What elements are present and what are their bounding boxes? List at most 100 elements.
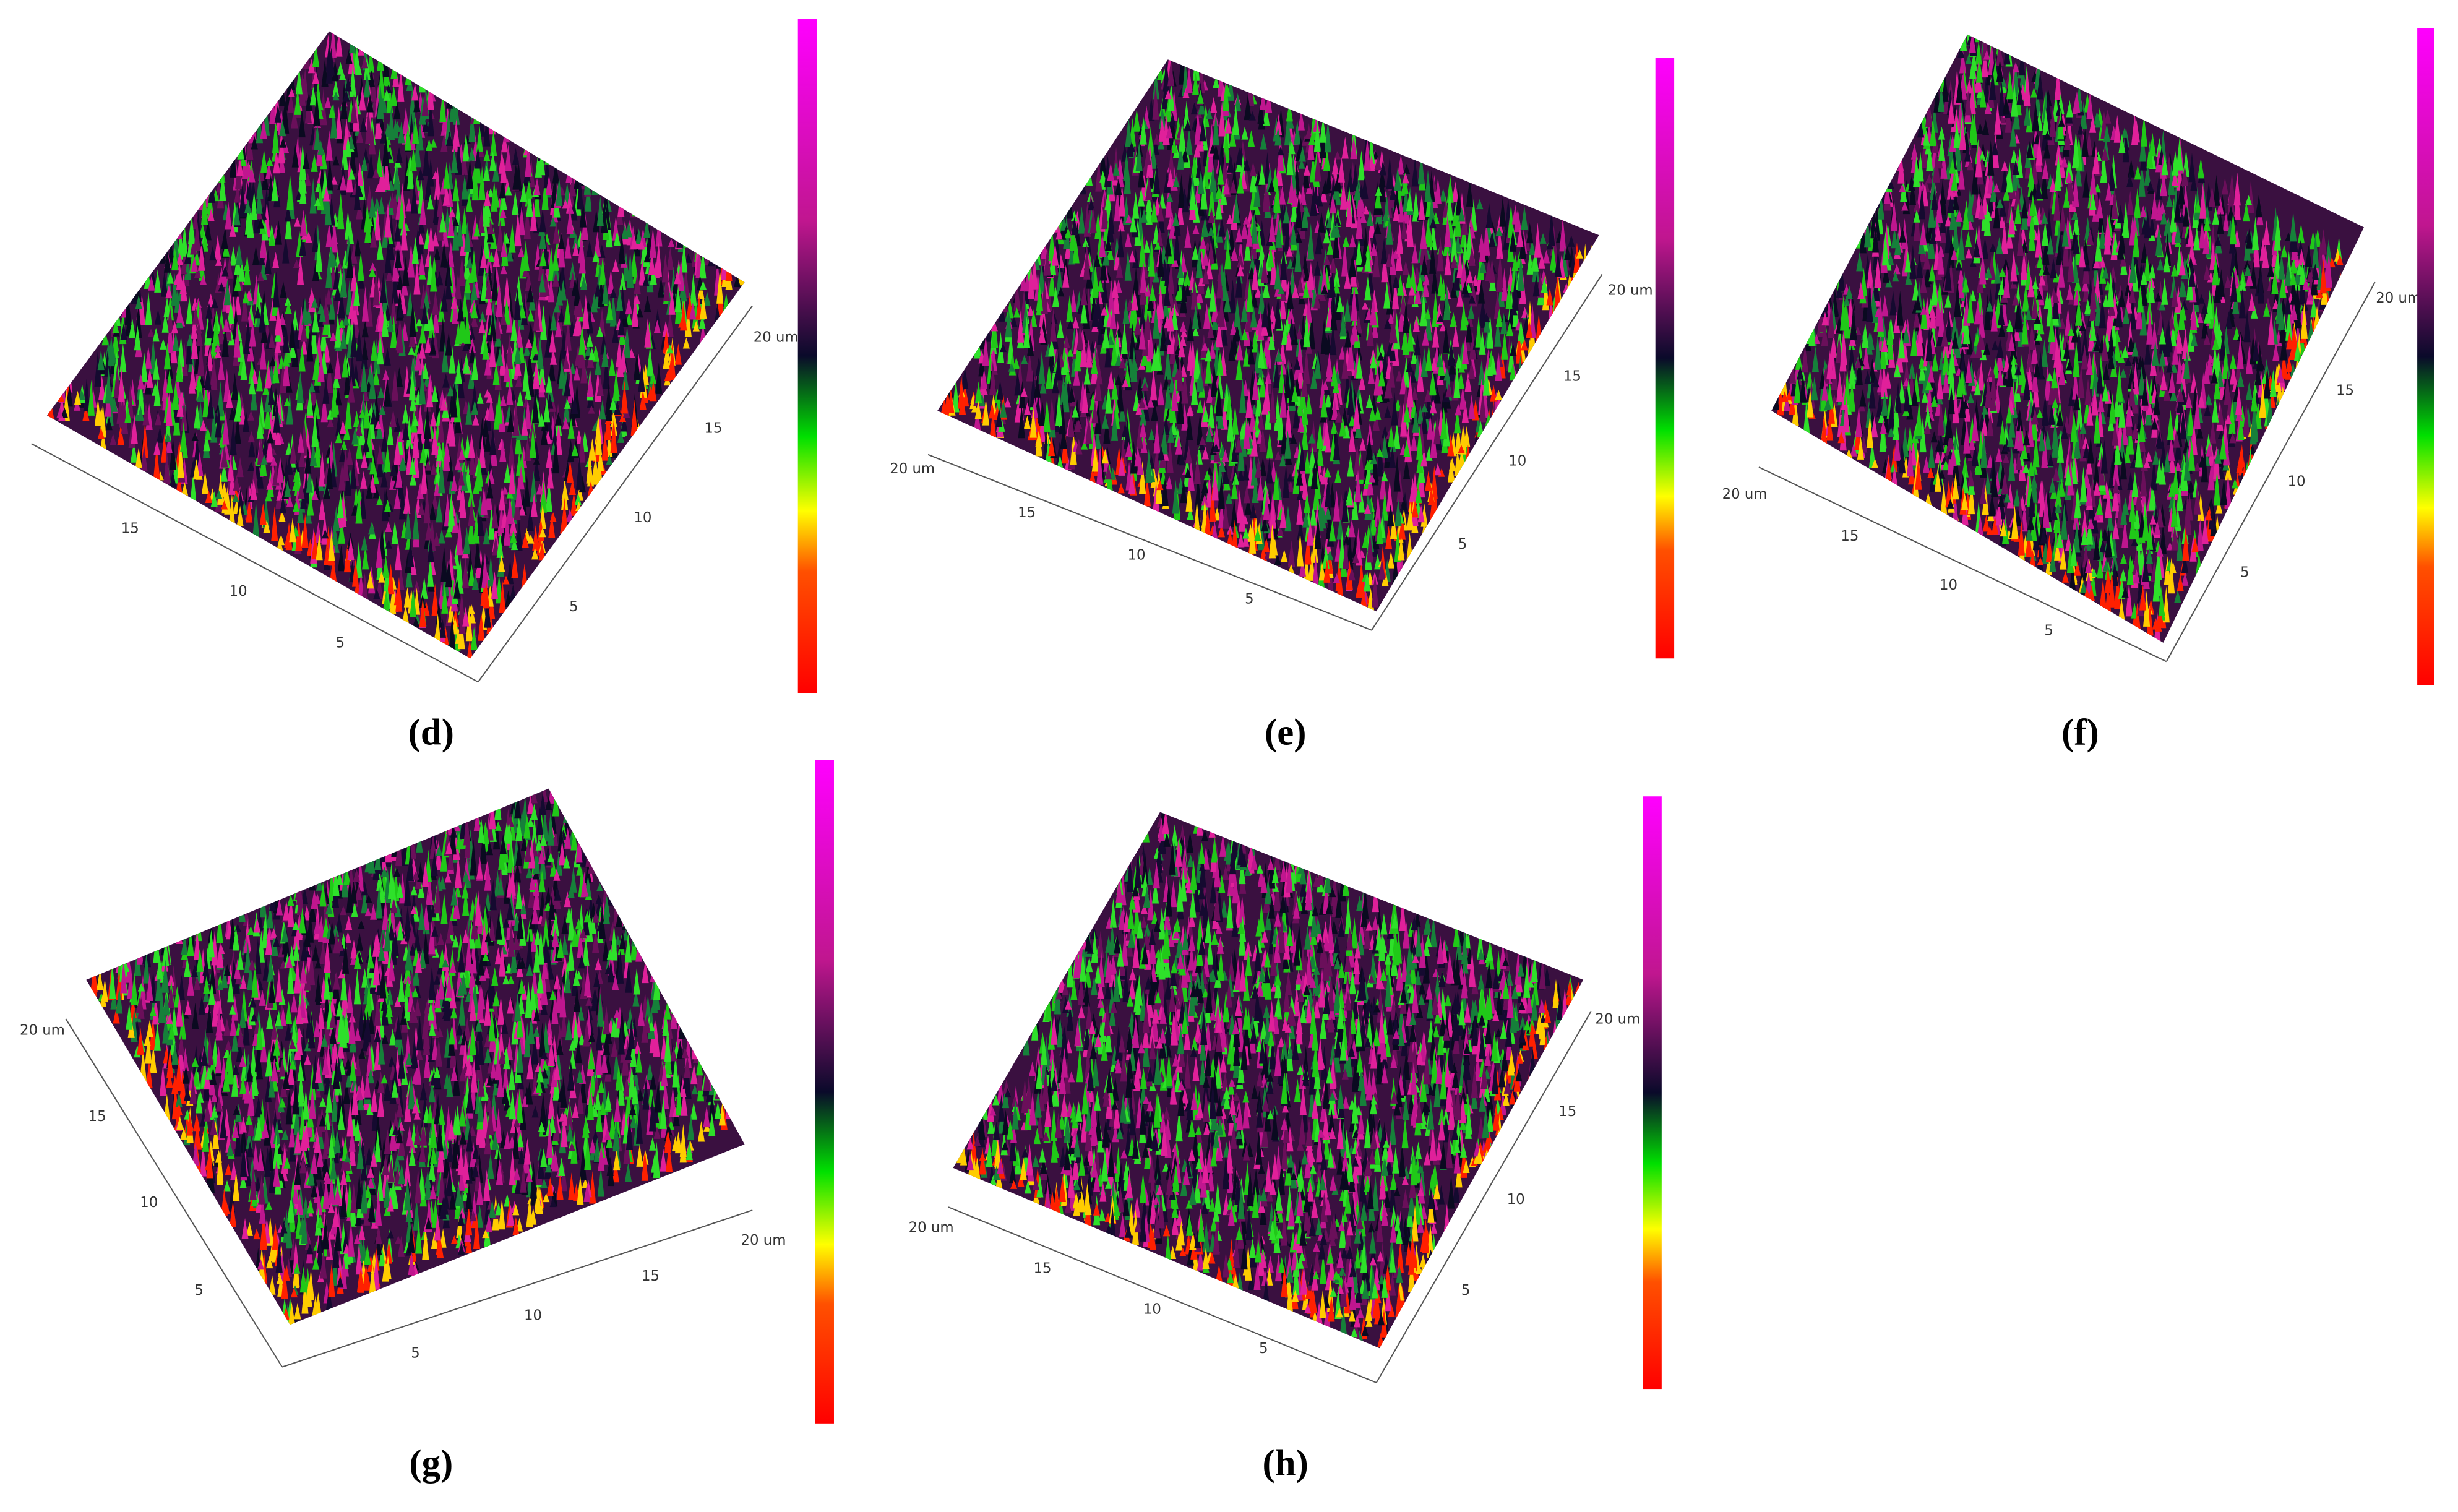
surface-spike (1104, 337, 1112, 368)
surface-spike (305, 92, 312, 111)
surface-spike (234, 273, 241, 291)
surface-spike (488, 252, 496, 263)
surface-spike (1157, 285, 1164, 319)
surface-spike (596, 196, 604, 226)
surface-spike (355, 492, 363, 524)
surface-spike (526, 354, 533, 376)
surface-spike (1256, 317, 1263, 329)
surface-spike (160, 338, 167, 350)
surface-spike (289, 517, 296, 543)
surface-spike (601, 431, 609, 461)
surface-spike (387, 315, 394, 333)
surface-spike (264, 388, 272, 413)
surface-spike (481, 552, 489, 588)
surface-spike (205, 303, 213, 319)
surface-spike (335, 388, 342, 406)
surface-spike (1180, 329, 1188, 338)
surface-spike (1091, 301, 1099, 327)
surface-spike (599, 257, 606, 285)
surface-spike (260, 149, 268, 173)
surface-spike (1422, 278, 1430, 298)
surface-spike (1078, 206, 1085, 234)
surface-spike (480, 248, 488, 268)
surface-spike (1014, 402, 1021, 423)
surface-spike (1089, 341, 1096, 353)
surface-spike (368, 522, 376, 535)
tick-label: 10 (634, 510, 651, 526)
surface-spike (1553, 274, 1561, 311)
surface-spike (298, 344, 306, 372)
surface-spike (472, 414, 479, 426)
surface-spike (1180, 281, 1187, 314)
surface-spike (303, 39, 311, 69)
surface-spike (1231, 499, 1238, 527)
surface-spike (1393, 185, 1401, 214)
surface-spike (1420, 254, 1428, 275)
surface-spike (522, 240, 530, 272)
surface-spike (266, 478, 273, 490)
surface-spike (345, 393, 352, 429)
surface-spike (369, 267, 376, 277)
surface-spike (1361, 176, 1369, 199)
surface-spike (578, 325, 586, 355)
surface-spike (1023, 415, 1031, 429)
tick-label: 20 um (754, 329, 799, 345)
surface-spike (638, 239, 645, 250)
surface-spike (1145, 175, 1153, 200)
surface-spike (508, 437, 515, 469)
surface-spike (689, 302, 697, 320)
surface-spike (1322, 544, 1330, 569)
surface-spike (137, 374, 145, 390)
surface-spike (1367, 365, 1375, 384)
surface-spike (483, 149, 491, 162)
surface-spike (390, 410, 397, 428)
surface-spike (376, 443, 384, 465)
surface-spike (147, 329, 155, 337)
surface-spike (483, 223, 490, 259)
surface-spike (1255, 385, 1263, 417)
surface-spike (1339, 178, 1347, 210)
surface-spike (515, 325, 523, 348)
surface-spike (221, 445, 228, 468)
surface-spike (1325, 473, 1332, 507)
surface-spike (286, 392, 293, 425)
surface-spike (1316, 192, 1323, 207)
surface-spike (1179, 321, 1187, 332)
surface-spike (124, 406, 132, 423)
surface-spike (264, 249, 272, 275)
surface-spike (1241, 329, 1248, 341)
surface-spike (473, 99, 481, 124)
surface-spike (458, 607, 466, 634)
surface-spike (578, 430, 586, 463)
surface-spike (498, 485, 506, 511)
surface-spike (230, 246, 237, 266)
surface-spike (353, 281, 361, 306)
surface-spike (1314, 150, 1321, 182)
surface-spike (991, 320, 998, 332)
surface-spike (650, 380, 657, 402)
surface-spike (500, 264, 507, 275)
surface-spike (1206, 385, 1213, 403)
surface-spike (311, 535, 319, 559)
surface-spike (443, 183, 450, 206)
surface-spike (538, 146, 546, 176)
surface-spike (1205, 108, 1213, 119)
surface-spike (1216, 351, 1224, 376)
surface-spike (312, 70, 319, 84)
surface-spike (413, 92, 421, 113)
surface-spike (239, 154, 247, 166)
surface-spike (1242, 531, 1250, 547)
surface-spike (1283, 464, 1290, 498)
surface-spike (207, 208, 215, 221)
surface-spike (271, 506, 278, 541)
surface-spike (270, 457, 278, 466)
surface-spike (430, 463, 437, 475)
surface-spike (345, 465, 352, 496)
surface-spike (434, 166, 441, 200)
surface-spike (1247, 130, 1255, 147)
surface-spike (634, 272, 641, 294)
surface-spike (1477, 279, 1485, 304)
surface-spike (1528, 240, 1536, 256)
tick-label: 5 (569, 599, 578, 615)
surface-spike (1184, 284, 1191, 296)
